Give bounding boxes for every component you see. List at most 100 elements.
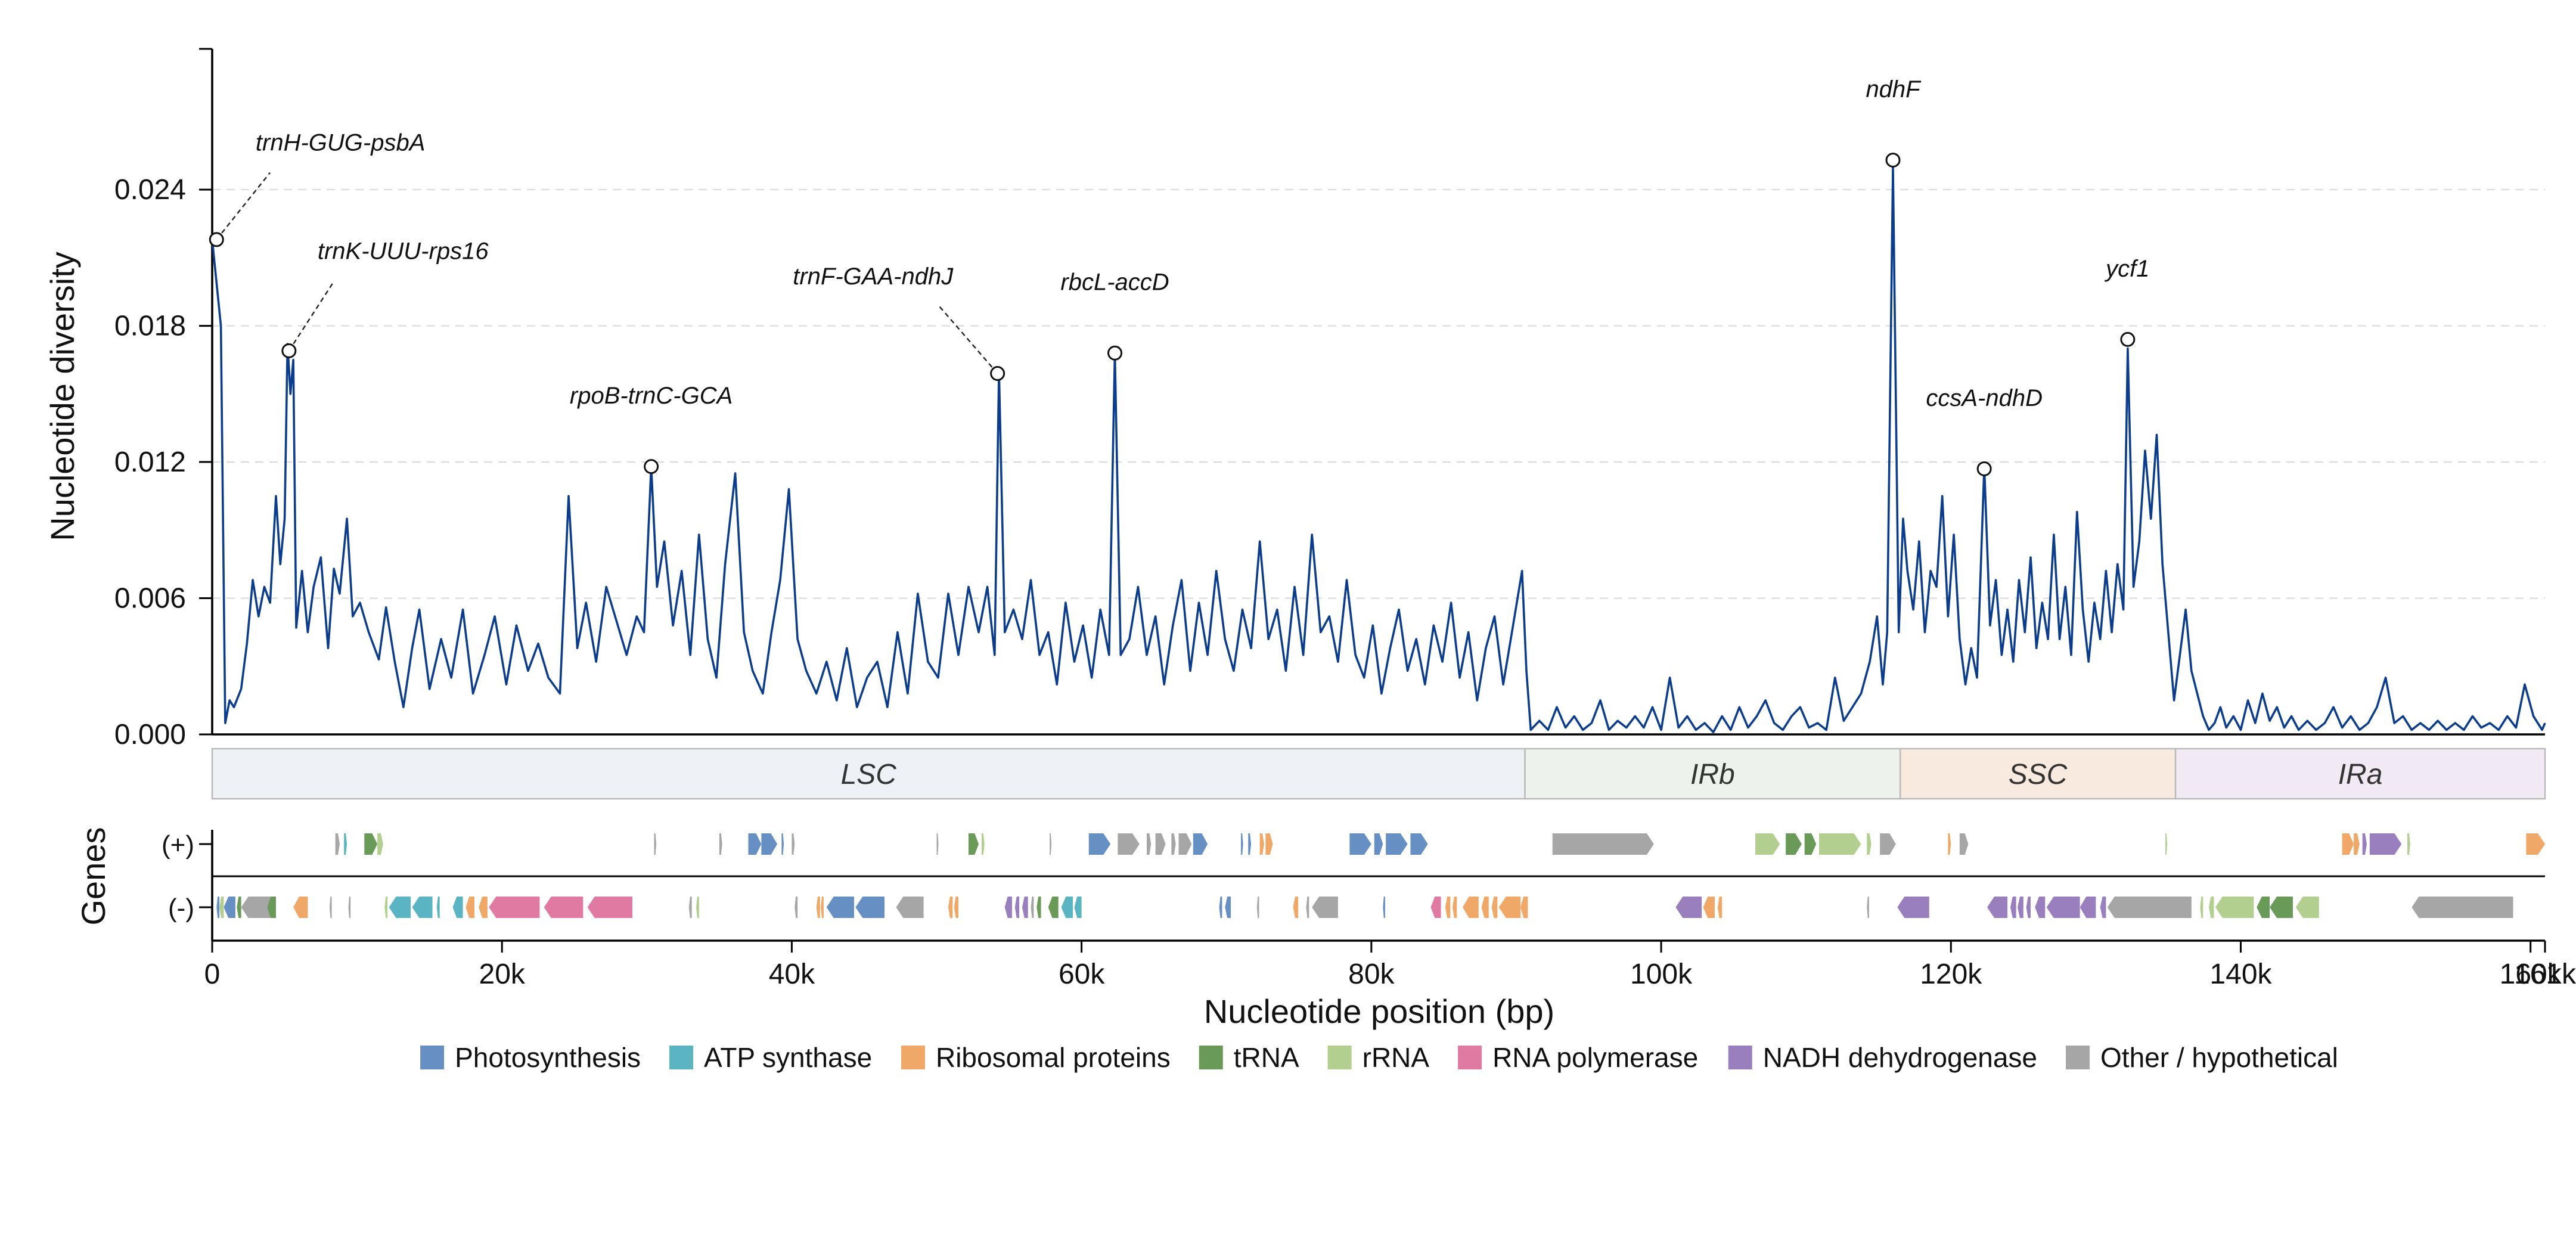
diversity-line	[211, 166, 2546, 733]
y-tick-label: 0.006	[114, 583, 186, 615]
x-tick-label: 20k	[479, 959, 526, 990]
gene-minus	[1703, 897, 1715, 918]
gene-minus	[1481, 897, 1489, 918]
peak-label: ccsA-ndhD	[1926, 385, 2043, 411]
legend-label: tRNA	[1234, 1042, 1299, 1073]
gene-minus	[1074, 897, 1082, 918]
gene-minus	[1520, 897, 1528, 918]
gene-plus	[1880, 833, 1896, 855]
gene-plus	[344, 833, 347, 855]
gene-minus	[896, 897, 924, 918]
gene-minus	[436, 897, 440, 918]
y-tick-label: 0.018	[114, 311, 186, 342]
peak-marker	[209, 232, 224, 247]
gene-minus	[954, 897, 958, 918]
gene-plus	[1374, 833, 1383, 855]
peak-label: trnH-GUG-psbA	[256, 129, 426, 156]
gene-minus	[826, 897, 854, 918]
gene-plus	[1241, 833, 1243, 855]
legend-label: RNA polymerase	[1492, 1042, 1698, 1073]
y-tick-label: 0.000	[114, 719, 186, 750]
gene-minus	[241, 897, 275, 918]
gene-minus	[1014, 897, 1020, 918]
gene-minus	[2215, 897, 2254, 918]
gene-minus	[1498, 897, 1521, 918]
gene-plus	[2526, 833, 2545, 855]
x-tick-label: 40k	[769, 959, 815, 990]
gene-minus	[1452, 897, 1457, 918]
gene-minus	[219, 897, 224, 918]
peak-marker	[1976, 461, 1992, 476]
gene-minus	[216, 897, 220, 918]
gene-minus	[948, 897, 953, 918]
gene-minus	[816, 897, 820, 918]
y-axis-title: Nucleotide diversity	[44, 252, 81, 541]
gene-minus	[348, 897, 351, 918]
gene-minus	[2107, 897, 2192, 918]
strand-label-plus: (+)	[162, 830, 194, 860]
gene-plus	[2362, 833, 2367, 855]
gene-plus	[2342, 833, 2354, 855]
gene-plus	[2407, 833, 2410, 855]
x-tick-label: 140k	[2209, 959, 2272, 990]
gene-minus	[489, 897, 540, 918]
y-tick-label: 0.012	[114, 446, 186, 478]
gene-plus	[377, 833, 383, 855]
x-tick-label: 100k	[1630, 959, 1693, 990]
gene-minus	[479, 897, 488, 918]
peak-marker	[281, 343, 297, 358]
gene-plus	[1755, 833, 1780, 855]
gene-plus	[2369, 833, 2402, 855]
legend-label: Ribosomal proteins	[936, 1042, 1171, 1073]
legend-swatch	[1327, 1046, 1352, 1069]
gene-minus	[1293, 897, 1299, 918]
gene-minus	[1225, 897, 1231, 918]
x-tick-label: 0	[204, 959, 221, 990]
gene-minus	[855, 897, 885, 918]
gene-minus	[237, 897, 241, 918]
gene-minus	[1312, 897, 1338, 918]
gene-minus	[2080, 897, 2096, 918]
x-axis-title: Nucleotide position (bp)	[1204, 993, 1554, 1030]
gene-plus	[781, 833, 784, 855]
gene-minus	[688, 897, 692, 918]
gene-minus	[821, 897, 824, 918]
gene-minus	[696, 897, 699, 918]
gene-plus	[2165, 833, 2168, 855]
gene-plus	[1050, 833, 1052, 855]
gene-minus	[293, 897, 308, 918]
x-tick-label: 80k	[1348, 959, 1395, 990]
gene-minus	[1036, 897, 1041, 918]
gene-minus	[1430, 897, 1441, 918]
region-label: SSC	[2009, 759, 2068, 790]
legend-label: NADH dehydrogenase	[1763, 1042, 2037, 1073]
gene-plus	[1948, 833, 1951, 855]
gene-minus	[1306, 897, 1309, 918]
gene-minus	[465, 897, 475, 918]
gene-plus	[1410, 833, 1428, 855]
gene-minus	[2208, 897, 2214, 918]
x-tick-label: 120k	[1920, 959, 1982, 990]
legend-swatch	[1458, 1046, 1482, 1069]
gene-legend: Photosynthesis ATP synthase Ribosomal prot…	[420, 1042, 2338, 1073]
peak-label: trnK-UUU-rps16	[318, 238, 489, 264]
peak-annotations: trnH-GUG-psbA trnK-UUU-rps16 rpoB-trnC-GCA…	[209, 76, 2150, 476]
y-tick-label: 0.024	[114, 174, 186, 206]
gene-minus	[2046, 897, 2080, 918]
gene-minus	[2200, 897, 2203, 918]
x-tick-label: 160k	[2500, 959, 2562, 990]
gene-minus	[412, 897, 433, 918]
gene-plus	[1118, 833, 1140, 855]
peak-label: rpoB-trnC-GCA	[570, 383, 733, 409]
gene-minus	[2100, 897, 2106, 918]
gene-plus	[761, 833, 778, 855]
gene-minus	[329, 897, 332, 918]
region-block	[1899, 748, 2177, 800]
gene-minus	[224, 897, 235, 918]
legend-swatch	[420, 1046, 445, 1069]
gene-minus	[2295, 897, 2319, 918]
gene-plus	[1386, 833, 1408, 855]
gene-minus	[2010, 897, 2016, 918]
gene-minus	[587, 897, 633, 918]
